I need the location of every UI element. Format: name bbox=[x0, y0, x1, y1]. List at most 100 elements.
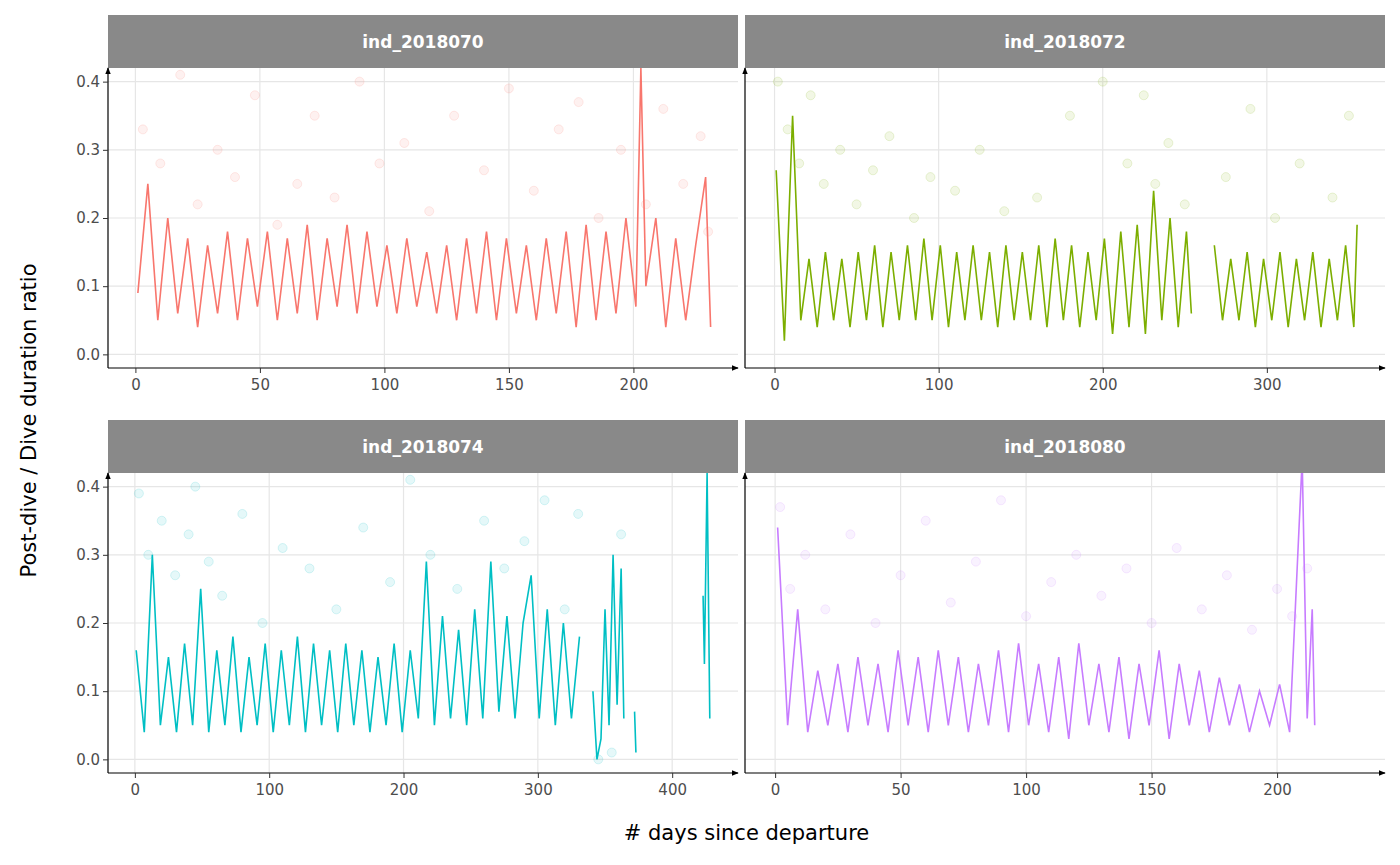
point bbox=[1097, 591, 1106, 600]
point bbox=[504, 84, 513, 93]
point bbox=[997, 496, 1006, 505]
tick-mark bbox=[103, 759, 108, 760]
axis-line bbox=[745, 772, 1385, 773]
grid-line bbox=[745, 217, 1385, 218]
tick-label: 100 bbox=[255, 781, 284, 799]
tick: 0.2 bbox=[76, 614, 108, 632]
tick-label: 200 bbox=[1263, 781, 1292, 799]
tick-mark bbox=[103, 218, 108, 219]
scatter-series bbox=[776, 496, 1312, 635]
point bbox=[1022, 612, 1031, 621]
y-axis: 0.00.10.20.30.4 bbox=[76, 68, 108, 368]
point bbox=[184, 530, 193, 539]
tick-label: 0.4 bbox=[76, 478, 100, 496]
y-axis-title: Post-dive / Dive duration ratio bbox=[17, 264, 41, 578]
grid-line bbox=[108, 691, 738, 692]
tick: 0.2 bbox=[76, 209, 108, 227]
tick-label: 50 bbox=[251, 376, 270, 394]
tick-label: 0.4 bbox=[76, 73, 100, 91]
panel: ind_20180700501001502000.00.10.20.30.4 bbox=[76, 15, 738, 394]
point bbox=[480, 516, 489, 525]
point bbox=[852, 200, 861, 209]
point bbox=[193, 200, 202, 209]
point bbox=[776, 503, 785, 512]
tick: 0.3 bbox=[76, 546, 108, 564]
tick-mark bbox=[103, 487, 108, 488]
tick-label: 0.1 bbox=[76, 682, 100, 700]
point bbox=[425, 207, 434, 216]
grid-line bbox=[108, 354, 738, 355]
tick-mark bbox=[103, 82, 108, 83]
point bbox=[696, 132, 705, 141]
point bbox=[176, 70, 185, 79]
tick-mark bbox=[775, 773, 776, 778]
grid-line bbox=[745, 354, 1385, 355]
tick: 0.1 bbox=[76, 682, 108, 700]
line bbox=[138, 68, 711, 327]
point bbox=[921, 516, 930, 525]
point bbox=[819, 179, 828, 188]
strip bbox=[745, 15, 1385, 68]
point bbox=[910, 214, 919, 223]
strip-title: ind_2018074 bbox=[362, 437, 484, 457]
point bbox=[480, 166, 489, 175]
tick-label: 300 bbox=[524, 781, 553, 799]
grid-line bbox=[108, 554, 738, 555]
tick-label: 0.3 bbox=[76, 546, 100, 564]
tick-mark bbox=[103, 691, 108, 692]
point bbox=[1047, 578, 1056, 587]
tick-label: 100 bbox=[925, 376, 954, 394]
point bbox=[213, 145, 222, 154]
grid-line bbox=[108, 486, 738, 487]
tick-mark bbox=[1267, 368, 1268, 373]
point bbox=[1271, 214, 1280, 223]
grid-line bbox=[108, 81, 738, 82]
point bbox=[1222, 571, 1231, 580]
point bbox=[574, 509, 583, 518]
point bbox=[218, 591, 227, 600]
point bbox=[926, 173, 935, 182]
x-axis: 0100200300400 bbox=[108, 773, 738, 799]
tick: 0.0 bbox=[76, 751, 108, 769]
point bbox=[773, 77, 782, 86]
strip-title: ind_2018072 bbox=[1004, 32, 1125, 52]
tick-mark bbox=[1026, 773, 1027, 778]
point bbox=[1295, 159, 1304, 168]
point bbox=[786, 584, 795, 593]
tick: 100 bbox=[1012, 773, 1041, 799]
tick-label: 0.3 bbox=[76, 141, 100, 159]
point bbox=[659, 104, 668, 113]
tick: 300 bbox=[524, 773, 553, 799]
point bbox=[1344, 111, 1353, 120]
point bbox=[885, 132, 894, 141]
background bbox=[0, 0, 1400, 865]
y-axis bbox=[745, 68, 746, 368]
tick: 0.3 bbox=[76, 141, 108, 159]
tick: 400 bbox=[658, 773, 687, 799]
point bbox=[806, 91, 815, 100]
panel: ind_201807401002003004000.00.10.20.30.4 bbox=[76, 420, 738, 799]
tick-mark bbox=[404, 773, 405, 778]
point bbox=[359, 523, 368, 532]
tick: 0.4 bbox=[76, 478, 108, 496]
point bbox=[846, 530, 855, 539]
grid-line bbox=[745, 486, 1385, 487]
tick-label: 200 bbox=[1089, 376, 1118, 394]
point bbox=[1098, 77, 1107, 86]
point bbox=[1122, 564, 1131, 573]
point bbox=[1151, 179, 1160, 188]
tick: 0 bbox=[131, 773, 141, 799]
point bbox=[355, 77, 364, 86]
point bbox=[540, 496, 549, 505]
grid-line bbox=[745, 759, 1385, 760]
strip-title: ind_2018070 bbox=[362, 32, 484, 52]
tick-label: 0 bbox=[770, 376, 780, 394]
point bbox=[230, 173, 239, 182]
tick-mark bbox=[939, 368, 940, 373]
tick-mark bbox=[384, 368, 385, 373]
tick-mark bbox=[775, 368, 776, 373]
point bbox=[1328, 193, 1337, 202]
point bbox=[1033, 193, 1042, 202]
point bbox=[500, 564, 509, 573]
point bbox=[871, 619, 880, 628]
